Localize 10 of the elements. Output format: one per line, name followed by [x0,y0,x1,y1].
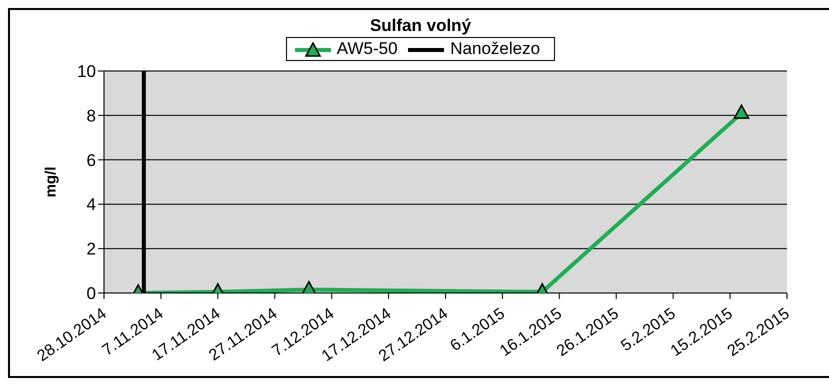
y-tick-label: 0 [86,284,96,304]
legend-label: AW5-50 [336,39,398,58]
y-tick-label: 10 [77,62,96,82]
y-tick-label: 2 [86,240,96,259]
legend-label: Nanoželezo [449,39,540,58]
y-tick-label: 4 [86,195,96,214]
y-tick-label: 8 [86,106,96,126]
y-axis-title: mg/l [42,166,60,198]
chart-title: Sulfan volný [368,16,472,36]
y-tick-label: 6 [86,150,96,170]
